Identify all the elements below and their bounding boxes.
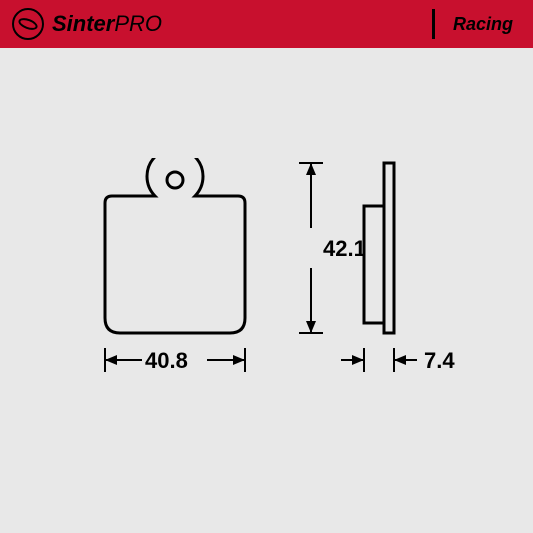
brand: SinterPRO [12, 8, 162, 40]
dim-thickness-label: 7.4 [424, 348, 455, 374]
brand-logo-icon [12, 8, 44, 40]
dim-height-label: 42.1 [323, 236, 366, 262]
category-label: Racing [453, 14, 513, 35]
category-block: Racing [432, 9, 513, 39]
brand-prefix: Sinter [52, 11, 114, 36]
technical-diagram: 40.8 42.1 7.4 [0, 48, 533, 533]
pad-front-view [75, 158, 275, 358]
header-bar: SinterPRO Racing [0, 0, 533, 48]
brand-name: SinterPRO [52, 11, 162, 37]
brand-suffix: PRO [114, 11, 162, 36]
dim-width-label: 40.8 [145, 348, 188, 374]
dim-thickness [335, 344, 425, 384]
category-divider [432, 9, 435, 39]
